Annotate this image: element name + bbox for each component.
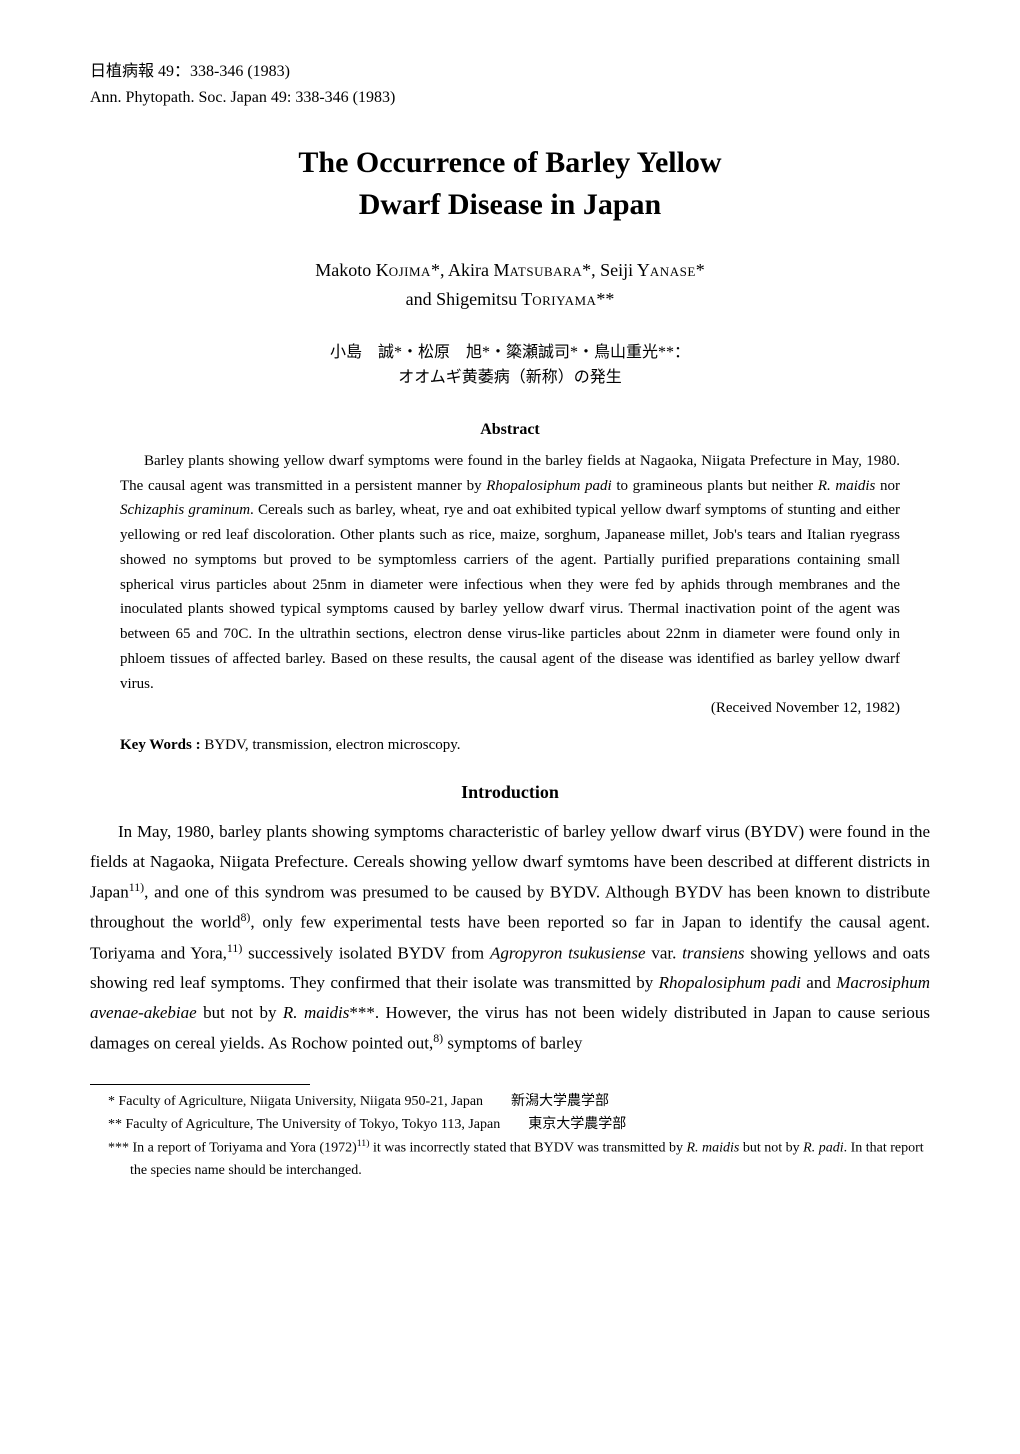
- introduction-heading: Introduction: [90, 782, 930, 803]
- title-block: The Occurrence of Barley Yellow Dwarf Di…: [90, 142, 930, 226]
- journal-ref-en: Ann. Phytopath. Soc. Japan 49: 338-346 (…: [90, 86, 930, 110]
- authors-en-line-1: Makoto Kojima*, Akira Matsubara*, Seiji …: [90, 256, 930, 285]
- authors-en: Makoto Kojima*, Akira Matsubara*, Seiji …: [90, 256, 930, 314]
- authors-jp: 小島 誠*・松原 旭*・簗瀬誠司*・鳥山重光**： オオムギ黄萎病（新称）の発生: [90, 340, 930, 391]
- authors-jp-line-2: オオムギ黄萎病（新称）の発生: [90, 365, 930, 391]
- footnote-1: * Faculty of Agriculture, Niigata Univer…: [90, 1091, 930, 1113]
- keywords-text: BYDV, transmission, electron microscopy.: [201, 737, 461, 753]
- abstract-heading: Abstract: [90, 421, 930, 439]
- abstract-body: Barley plants showing yellow dwarf sympt…: [120, 449, 900, 697]
- received-date: (Received November 12, 1982): [90, 700, 900, 717]
- footnote-3: *** In a report of Toriyama and Yora (19…: [90, 1136, 930, 1181]
- footnotes: * Faculty of Agriculture, Niigata Univer…: [90, 1091, 930, 1181]
- introduction-body: In May, 1980, barley plants showing symp…: [90, 817, 930, 1058]
- footnote-rule: [90, 1084, 310, 1085]
- keywords: Key Words : BYDV, transmission, electron…: [120, 737, 930, 754]
- journal-ref-jp: 日植病報 49：338-346 (1983): [90, 60, 930, 84]
- keywords-label: Key Words :: [120, 737, 201, 753]
- authors-en-line-2: and Shigemitsu Toriyama**: [90, 285, 930, 314]
- title-line-2: Dwarf Disease in Japan: [90, 184, 930, 226]
- authors-jp-line-1: 小島 誠*・松原 旭*・簗瀬誠司*・鳥山重光**：: [90, 340, 930, 366]
- title-line-1: The Occurrence of Barley Yellow: [90, 142, 930, 184]
- footnote-2: ** Faculty of Agriculture, The Universit…: [90, 1114, 930, 1136]
